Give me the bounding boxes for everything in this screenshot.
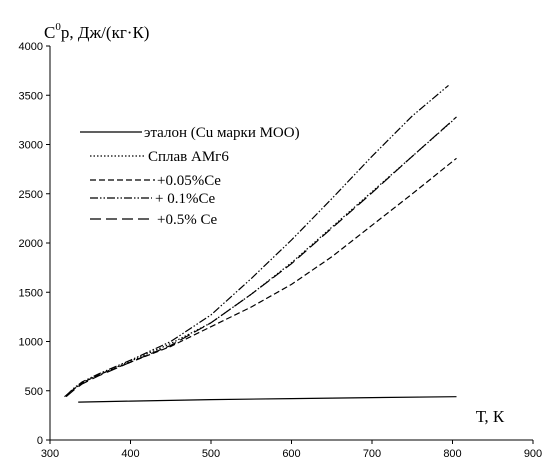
series-line-2 xyxy=(65,120,453,397)
series-line-5 xyxy=(65,116,457,398)
y-tick-label: 2500 xyxy=(19,189,43,201)
axes: 300 400 500 600 700 800 900 0 500 1000 1500 2000 250… xyxy=(19,41,543,460)
legend-label-1: эталон (Cu марки МОО) xyxy=(144,125,300,141)
legend-label-5: +0.5% Ce xyxy=(157,212,217,228)
y-tick-label: 0 xyxy=(37,435,43,447)
y-tick-label: 500 xyxy=(25,386,43,398)
legend: эталон (Cu марки МОО) Сплав АМг6 +0.05%Ce +… xyxy=(80,125,300,228)
x-tick-label: 300 xyxy=(41,448,59,460)
legend-label-4: + 0.1%Ce xyxy=(155,191,215,207)
series-line-1 xyxy=(78,396,457,403)
legend-label-3: +0.05%Ce xyxy=(157,173,221,189)
x-tick-label: 600 xyxy=(282,448,300,460)
y-tick-label: 1500 xyxy=(19,287,43,299)
x-tick-label: 900 xyxy=(524,448,542,460)
y-axis-title: C0р, Дж/(кг·К) xyxy=(44,21,149,42)
x-tick-label: 400 xyxy=(121,448,139,460)
x-tick-label: 500 xyxy=(202,448,220,460)
y-tick-label: 3500 xyxy=(19,90,43,102)
y-tick-label: 1000 xyxy=(19,337,43,349)
x-axis-title: Т, К xyxy=(476,407,505,426)
series-line-4 xyxy=(65,84,449,397)
plot-area xyxy=(64,84,457,403)
y-tick-label: 4000 xyxy=(19,41,43,53)
legend-label-2: Сплав АМг6 xyxy=(148,149,229,165)
series-line-3 xyxy=(64,157,457,398)
y-tick-label: 2000 xyxy=(19,238,43,250)
x-tick-label: 800 xyxy=(443,448,461,460)
x-tick-label: 700 xyxy=(363,448,381,460)
y-tick-label: 3000 xyxy=(19,140,43,152)
